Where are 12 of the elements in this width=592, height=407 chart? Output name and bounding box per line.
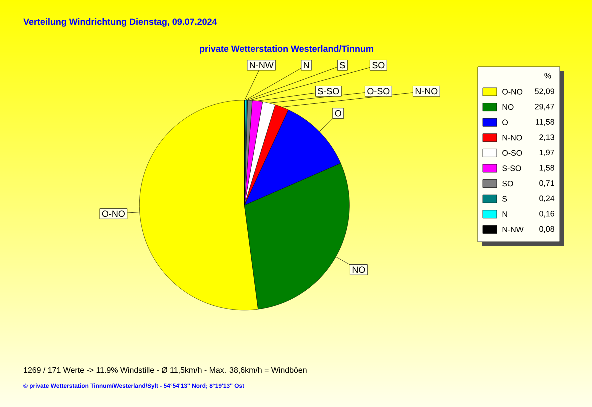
slice-label: N: [304, 62, 310, 68]
slice-label: S: [340, 62, 346, 69]
slice-label: N-NO: [416, 88, 438, 95]
slice-label: O: [335, 110, 342, 117]
slice-label: S-SO: [318, 88, 340, 95]
chart-subtitle: private Wetterstation Westerland/Tinnum: [200, 46, 374, 54]
slice-label: NO: [352, 266, 366, 274]
slice-label: O-NO: [102, 210, 125, 218]
slice-label: SO: [372, 62, 385, 69]
slice-label: N-NW: [250, 62, 274, 68]
chart-title: Verteilung Windrichtung Dienstag, 09.07.2024: [24, 18, 218, 27]
slice-label: O-SO: [368, 88, 390, 95]
